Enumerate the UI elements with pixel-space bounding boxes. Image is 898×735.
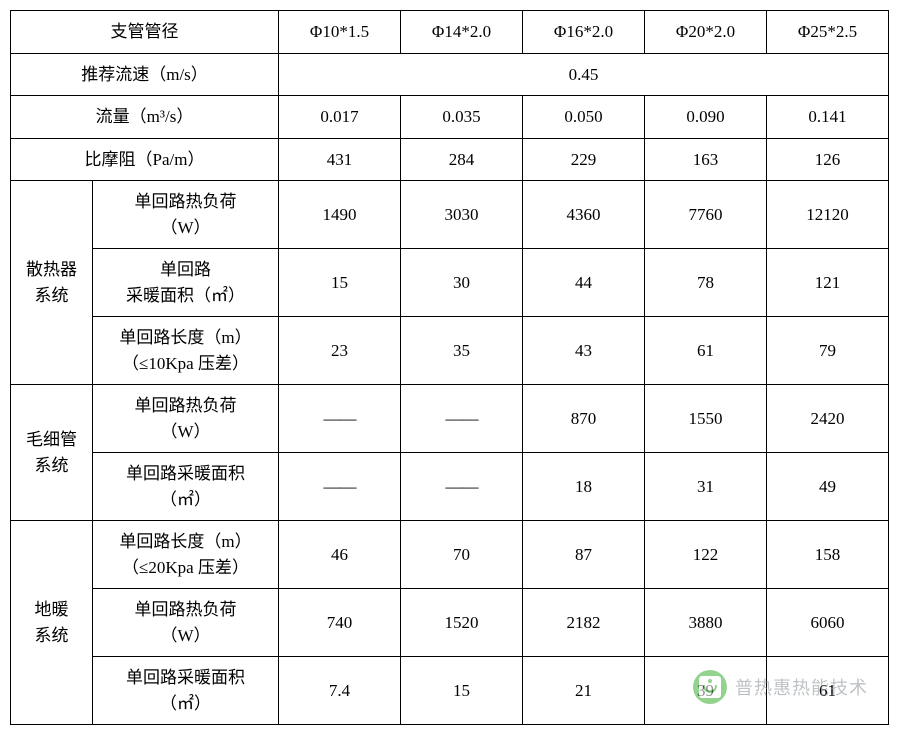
table-row: 流量（m³/s） 0.017 0.035 0.050 0.090 0.141 (11, 96, 889, 139)
group-floor-title: 地暖系统 (11, 521, 93, 725)
pipe-diameter-label: 支管管径 (11, 11, 279, 54)
radiator-area-0: 15 (279, 249, 401, 317)
floor-heat-label: 单回路热负荷（W） (93, 589, 279, 657)
table-row: 单回路长度（m）（≤10Kpa 压差） 23 35 43 61 79 (11, 317, 889, 385)
watermark: 普热惠热能技术 (693, 670, 868, 704)
diameter-col-4: Φ25*2.5 (767, 11, 889, 54)
table-row: 推荐流速（m/s） 0.45 (11, 53, 889, 96)
radiator-area-2: 44 (523, 249, 645, 317)
capillary-area-4: 49 (767, 453, 889, 521)
radiator-heat-0: 1490 (279, 181, 401, 249)
radiator-heat-load-label: 单回路热负荷（W） (93, 181, 279, 249)
radiator-heat-3: 7760 (645, 181, 767, 249)
floor-area-0: 7.4 (279, 657, 401, 725)
flow-4: 0.141 (767, 96, 889, 139)
friction-0: 431 (279, 138, 401, 181)
flow-0: 0.017 (279, 96, 401, 139)
table-row: 比摩阻（Pa/m） 431 284 229 163 126 (11, 138, 889, 181)
friction-4: 126 (767, 138, 889, 181)
diameter-col-2: Φ16*2.0 (523, 11, 645, 54)
radiator-length-0: 23 (279, 317, 401, 385)
group-capillary-title: 毛细管系统 (11, 385, 93, 521)
floor-length-3: 122 (645, 521, 767, 589)
capillary-area-0: —— (279, 453, 401, 521)
recommended-velocity-label: 推荐流速（m/s） (11, 53, 279, 96)
diameter-col-3: Φ20*2.0 (645, 11, 767, 54)
radiator-heat-1: 3030 (401, 181, 523, 249)
capillary-heat-0: —— (279, 385, 401, 453)
capillary-heat-label: 单回路热负荷（W） (93, 385, 279, 453)
friction-1: 284 (401, 138, 523, 181)
flow-1: 0.035 (401, 96, 523, 139)
capillary-heat-2: 870 (523, 385, 645, 453)
radiator-length-label: 单回路长度（m）（≤10Kpa 压差） (93, 317, 279, 385)
radiator-area-4: 121 (767, 249, 889, 317)
floor-heat-1: 1520 (401, 589, 523, 657)
capillary-area-2: 18 (523, 453, 645, 521)
capillary-heat-4: 2420 (767, 385, 889, 453)
radiator-area-label: 单回路采暖面积（㎡） (93, 249, 279, 317)
capillary-heat-3: 1550 (645, 385, 767, 453)
radiator-area-1: 30 (401, 249, 523, 317)
capillary-area-label: 单回路采暖面积（㎡） (93, 453, 279, 521)
recommended-velocity-value: 0.45 (279, 53, 889, 96)
radiator-length-2: 43 (523, 317, 645, 385)
floor-heat-0: 740 (279, 589, 401, 657)
friction-3: 163 (645, 138, 767, 181)
flow-label: 流量（m³/s） (11, 96, 279, 139)
flow-2: 0.050 (523, 96, 645, 139)
floor-length-0: 46 (279, 521, 401, 589)
radiator-length-4: 79 (767, 317, 889, 385)
diameter-col-0: Φ10*1.5 (279, 11, 401, 54)
radiator-heat-2: 4360 (523, 181, 645, 249)
floor-length-2: 87 (523, 521, 645, 589)
wechat-icon (693, 670, 727, 704)
radiator-length-3: 61 (645, 317, 767, 385)
table-row: 地暖系统 单回路长度（m）（≤20Kpa 压差） 46 70 87 122 15… (11, 521, 889, 589)
diameter-col-1: Φ14*2.0 (401, 11, 523, 54)
table-row: 单回路采暖面积（㎡） 15 30 44 78 121 (11, 249, 889, 317)
flow-3: 0.090 (645, 96, 767, 139)
friction-2: 229 (523, 138, 645, 181)
table-row: 单回路采暖面积（㎡） —— —— 18 31 49 (11, 453, 889, 521)
watermark-text: 普热惠热能技术 (735, 674, 868, 700)
floor-area-1: 15 (401, 657, 523, 725)
radiator-area-3: 78 (645, 249, 767, 317)
capillary-heat-1: —— (401, 385, 523, 453)
floor-area-2: 21 (523, 657, 645, 725)
radiator-heat-4: 12120 (767, 181, 889, 249)
table-row: 毛细管系统 单回路热负荷（W） —— —— 870 1550 2420 (11, 385, 889, 453)
floor-heat-4: 6060 (767, 589, 889, 657)
friction-label: 比摩阻（Pa/m） (11, 138, 279, 181)
floor-length-label: 单回路长度（m）（≤20Kpa 压差） (93, 521, 279, 589)
floor-heat-2: 2182 (523, 589, 645, 657)
capillary-area-1: —— (401, 453, 523, 521)
table-row: 单回路热负荷（W） 740 1520 2182 3880 6060 (11, 589, 889, 657)
capillary-area-3: 31 (645, 453, 767, 521)
floor-length-4: 158 (767, 521, 889, 589)
radiator-length-1: 35 (401, 317, 523, 385)
floor-heat-3: 3880 (645, 589, 767, 657)
group-radiator-title: 散热器系统 (11, 181, 93, 385)
table-row: 支管管径 Φ10*1.5 Φ14*2.0 Φ16*2.0 Φ20*2.0 Φ25… (11, 11, 889, 54)
floor-length-1: 70 (401, 521, 523, 589)
floor-area-label: 单回路采暖面积（㎡） (93, 657, 279, 725)
table-row: 散热器系统 单回路热负荷（W） 1490 3030 4360 7760 1212… (11, 181, 889, 249)
spec-table: 支管管径 Φ10*1.5 Φ14*2.0 Φ16*2.0 Φ20*2.0 Φ25… (10, 10, 889, 725)
